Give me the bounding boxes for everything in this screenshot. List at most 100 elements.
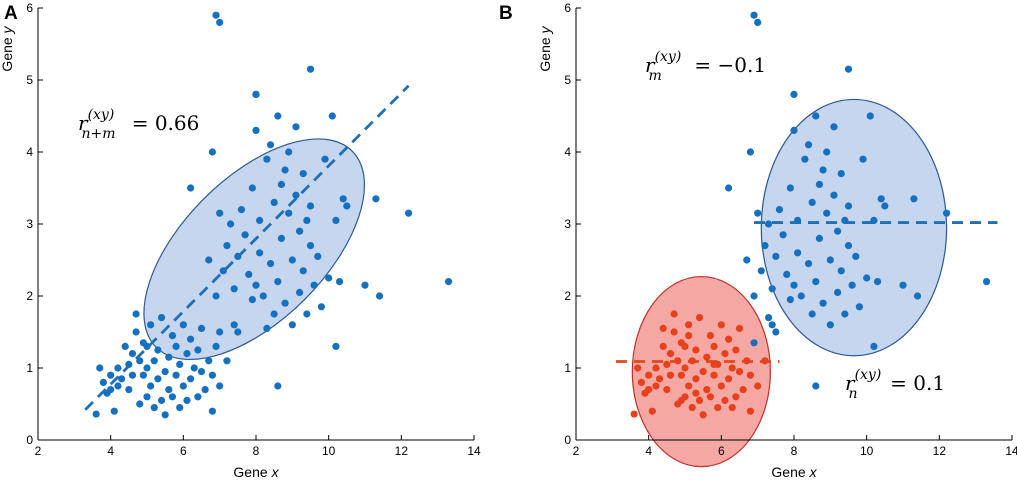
panel-b-point-n (685, 382, 693, 390)
panel-b-point-m (841, 216, 849, 224)
panel-b-y-tick-label: 4 (564, 145, 571, 159)
panel-b-point-n (725, 375, 733, 383)
panel-b-point-m (823, 209, 831, 217)
panel-a-x-tick-label: 8 (253, 444, 260, 458)
panel-a-y-tick-label: 5 (26, 73, 33, 87)
panel-a-point-all (325, 274, 333, 282)
panel-a-point-all (154, 346, 162, 354)
panel-a-point-all (256, 216, 264, 224)
panel-a-point-all (444, 278, 453, 286)
panel-b-y-axis-label: Gene y (537, 25, 553, 71)
panel-a-correlation: r(xy) n+m = 0.66 (78, 107, 199, 142)
panel-b-correlation-m-r: r (645, 53, 656, 77)
panel-b-point-m (775, 206, 784, 214)
panel-a-x-tick-label: 4 (107, 444, 114, 458)
panel-a-point-all (212, 11, 220, 19)
panel-b-x-tick-label: 12 (933, 444, 947, 458)
panel-b-circle-m (760, 98, 948, 357)
panel-a-point-all (292, 123, 300, 131)
panel-a-y-tick-label: 2 (26, 289, 33, 303)
panel-b-point-m (910, 195, 918, 203)
panel-a-point-all (147, 382, 155, 390)
panel-a-point-all (299, 170, 307, 178)
panel-a-point-all (179, 382, 187, 390)
panel-b-point-n (634, 364, 642, 372)
panel-b-point-m (786, 296, 794, 304)
panel-b-point-m (764, 314, 773, 322)
panel-a-point-all (234, 252, 242, 260)
panel-b-point-m (804, 141, 813, 149)
panel-a-point-all (143, 364, 151, 372)
panel-b-correlation-m: r(xy) m = −0.1 (645, 49, 766, 84)
panel-a-point-all (277, 180, 286, 188)
panel-b-point-n (685, 332, 693, 340)
panel-a-point-all (121, 342, 129, 350)
panel-a-point-all (317, 303, 325, 311)
panel-a-y-tick-label: 3 (26, 217, 33, 231)
panel-b-point-n (710, 360, 718, 368)
panel-a-point-all (216, 382, 224, 390)
panel-b-point-n (692, 375, 700, 383)
panel-b-point-n (706, 393, 715, 401)
panel-a-point-all (143, 342, 151, 350)
panel-a-ellipse (143, 138, 366, 361)
panel-a-point-all (161, 411, 169, 419)
panel-b-x-tick-label: 4 (645, 444, 652, 458)
panel-a-point-all (187, 375, 195, 383)
panel-a-point-all (252, 126, 260, 134)
panel-b-point-n (692, 346, 700, 354)
panel-b-point-n (688, 357, 696, 365)
panel-b-point-n (659, 342, 667, 350)
panel-a-point-all (230, 321, 238, 329)
panel-b-point-m (743, 256, 751, 264)
panel-b-point-m (804, 260, 813, 268)
panel-b-point-n (670, 328, 678, 336)
panel-b-point-m (761, 242, 769, 250)
panel-a-point-all (205, 256, 213, 264)
panel-a-point-all (187, 335, 195, 343)
panel-a-point-all (266, 141, 275, 149)
panel-b-point-n (670, 310, 678, 318)
panel-b-y-tick-label: 0 (564, 433, 571, 447)
panel-b-point-m (834, 227, 842, 235)
panel-b-x-axis-label: Gene x (771, 464, 817, 480)
panel-b-point-m (826, 321, 834, 329)
panel-a-point-all (223, 357, 231, 365)
panel-a-point-all (128, 350, 137, 358)
panel-b-point-m (779, 231, 787, 239)
panel-b-point-m (943, 209, 951, 217)
panel-a-point-all (314, 252, 322, 260)
panel-a-point-all (216, 209, 224, 217)
panel-b-point-m (844, 65, 853, 73)
panel-a-point-all (303, 310, 311, 318)
panel-b-point-n (703, 353, 711, 361)
panel-a-x-tick-label: 12 (395, 444, 409, 458)
panel-a-point-all (168, 332, 177, 340)
panel-b-point-n (717, 321, 725, 329)
panel-a-point-all (274, 382, 282, 390)
panel-a-correlation-sub: n+m (81, 126, 115, 142)
panel-b-point-n (743, 357, 751, 365)
panel-b-point-n (666, 350, 675, 358)
panel-b-point-n (695, 314, 704, 322)
panel-a-point-all (172, 342, 180, 350)
panel-a-point-all (183, 350, 191, 358)
panel-a-point-all (197, 324, 206, 332)
panel-a-point-all (252, 90, 260, 98)
panel-a-point-all (143, 393, 151, 401)
panel-a-x-tick-label: 14 (467, 444, 481, 458)
panel-a-y-tick-label: 0 (26, 433, 33, 447)
panel-b-point-m (913, 292, 922, 300)
panel-a-point-all (285, 148, 293, 156)
panel-a-point-all (107, 371, 115, 379)
panel-b-point-n (728, 364, 736, 372)
panel-a-point-all (92, 410, 100, 418)
panel-b-point-m (772, 252, 780, 260)
panel-a-x-axis-label: Gene x (233, 464, 279, 480)
panel-a-point-all (296, 227, 304, 235)
panel-a-point-all (216, 18, 224, 26)
panel-b-point-m (844, 202, 853, 210)
panel-a-point-all (230, 285, 238, 293)
